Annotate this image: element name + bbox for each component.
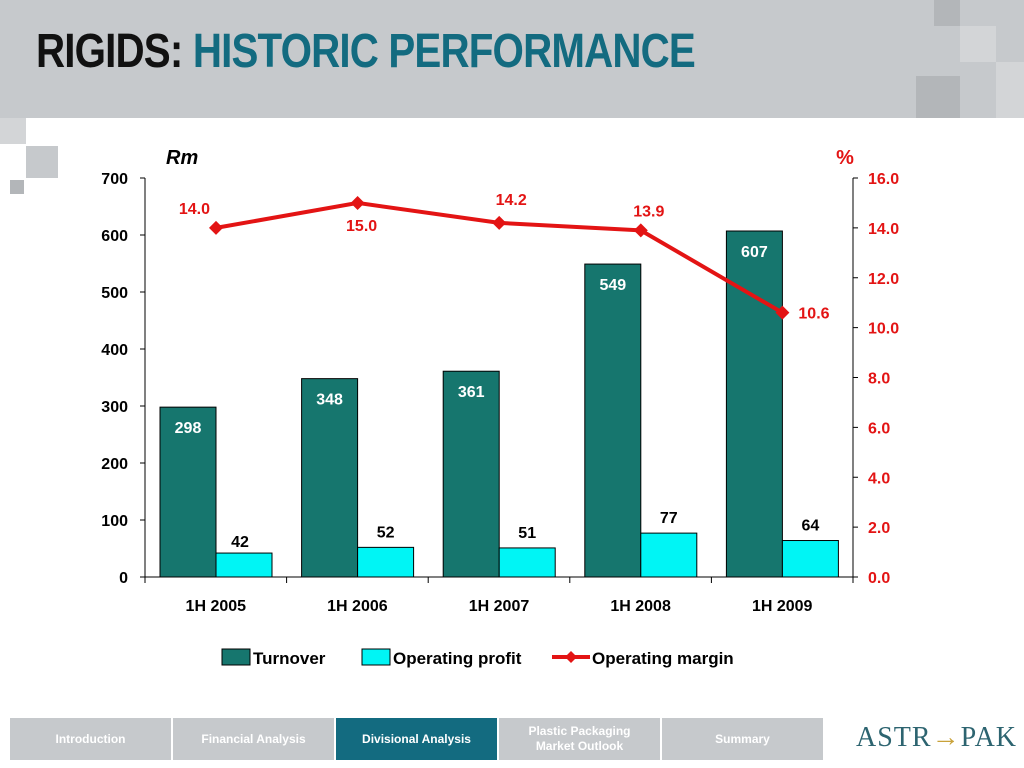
right-tick-label: 10.0 <box>868 321 899 338</box>
operating-margin-label: 10.6 <box>798 306 829 323</box>
operating-margin-label: 14.0 <box>179 201 210 218</box>
legend-label-turnover: Turnover <box>253 649 326 668</box>
right-tick-label: 12.0 <box>868 271 899 288</box>
left-tick-label: 400 <box>101 342 128 359</box>
right-tick-label: 14.0 <box>868 221 899 238</box>
decor-square <box>10 180 24 194</box>
right-tick-label: 0.0 <box>868 570 890 587</box>
operating-margin-point <box>209 220 223 235</box>
header-banner <box>0 0 1024 118</box>
operating-profit-bar <box>215 552 273 578</box>
category-label: 1H 2005 <box>186 598 247 615</box>
operating-profit-bar <box>640 532 698 578</box>
nav-tab-summary[interactable]: Summary <box>662 718 823 760</box>
page-title: RIGIDS: HISTORIC PERFORMANCE <box>36 24 696 79</box>
right-tick-label: 2.0 <box>868 520 890 537</box>
turnover-bar <box>442 370 500 578</box>
turnover-bar <box>159 406 217 578</box>
astrapak-logo: ASTR→PAK <box>856 722 1017 754</box>
title-part-2: HISTORIC PERFORMANCE <box>192 25 696 78</box>
operating-margin-point <box>633 223 648 238</box>
operating-margin-point <box>350 195 365 210</box>
operating-profit-value-label: 51 <box>518 525 536 542</box>
left-tick-label: 700 <box>101 171 128 188</box>
turnover-value-label: 348 <box>316 392 343 409</box>
left-tick-label: 100 <box>101 513 128 530</box>
turnover-value-label: 607 <box>741 244 768 261</box>
category-label: 1H 2008 <box>610 598 671 615</box>
turnover-bar <box>584 263 642 578</box>
chart: 0 100 200 300 400 500 600 700 0.0 2.0 4.0 6.0 8.0 10.… <box>101 147 899 668</box>
nav-tab-financial-analysis[interactable]: Financial Analysis <box>173 718 334 760</box>
decor-square <box>960 26 996 62</box>
turnover-bar <box>725 230 783 578</box>
decor-square <box>996 62 1024 118</box>
turnover-value-label: 361 <box>458 384 485 401</box>
category-label: 1H 2007 <box>469 598 530 615</box>
legend-swatch-turnover <box>221 648 251 666</box>
legend-marker-operating-margin <box>565 651 577 663</box>
left-tick-label: 600 <box>101 228 128 245</box>
nav-tab-divisional-analysis[interactable]: Divisional Analysis <box>336 718 497 760</box>
operating-margin-point <box>775 305 790 320</box>
right-tick-label: 8.0 <box>868 371 890 388</box>
title-part-1: RIGIDS: <box>36 25 183 78</box>
right-tick-label: 6.0 <box>868 420 890 437</box>
operating-margin-point <box>492 215 507 230</box>
category-label: 1H 2006 <box>327 598 388 615</box>
operating-margin-label: 15.0 <box>346 218 377 235</box>
operating-margin-label: 14.2 <box>496 192 527 209</box>
operating-profit-value-label: 42 <box>231 534 249 551</box>
left-tick-label: 300 <box>101 399 128 416</box>
turnover-value-label: 549 <box>599 277 626 294</box>
logo-text-before: ASTR <box>856 722 932 753</box>
logo-text-after: PAK <box>960 722 1018 753</box>
operating-profit-bar <box>498 547 556 578</box>
nav-tab-plastic-packaging-market-outlook[interactable]: Plastic Packaging Market Outlook <box>499 718 660 760</box>
category-label: 1H 2009 <box>752 598 813 615</box>
turnover-bar <box>301 378 359 578</box>
left-tick-label: 200 <box>101 456 128 473</box>
left-tick-label: 0 <box>119 570 128 587</box>
logo-arrow-icon: → <box>931 722 961 753</box>
right-tick-label: 16.0 <box>868 171 899 188</box>
right-axis-label: % <box>836 147 854 169</box>
operating-profit-bar <box>357 546 415 578</box>
operating-profit-bar <box>781 540 839 578</box>
operating-margin-label: 13.9 <box>633 203 664 220</box>
decor-square <box>916 76 960 118</box>
legend-swatch-operating-profit <box>361 648 391 666</box>
left-axis-label: Rm <box>166 147 198 169</box>
left-tick-label: 500 <box>101 285 128 302</box>
turnover-value-label: 298 <box>175 420 202 437</box>
decor-square <box>934 0 960 26</box>
decor-square <box>0 118 26 144</box>
right-tick-label: 4.0 <box>868 470 890 487</box>
legend-label-operating-profit: Operating profit <box>393 649 522 668</box>
operating-profit-value-label: 77 <box>660 510 678 527</box>
operating-profit-value-label: 52 <box>377 524 395 541</box>
decor-square <box>26 146 58 178</box>
legend-label-operating-margin: Operating margin <box>592 649 734 668</box>
nav-tab-introduction[interactable]: Introduction <box>10 718 171 760</box>
bottom-nav: Introduction Financial Analysis Division… <box>10 718 825 760</box>
operating-profit-value-label: 64 <box>802 518 820 535</box>
